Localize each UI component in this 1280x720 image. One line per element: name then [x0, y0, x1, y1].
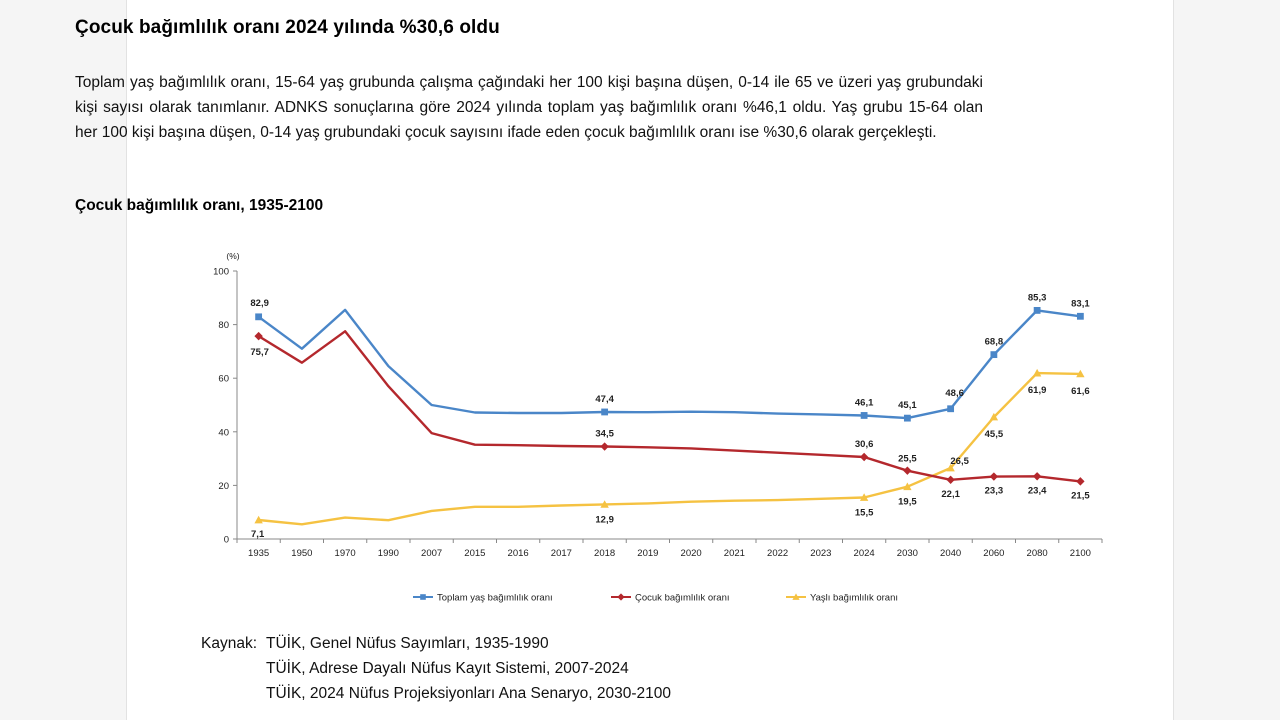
- y-axis-unit: (%): [226, 251, 239, 261]
- data-point: [947, 405, 955, 413]
- x-tick-label: 2017: [551, 548, 572, 559]
- x-tick-label: 2040: [940, 548, 961, 559]
- source-line-1: TÜİK, Genel Nüfus Sayımları, 1935-1990: [266, 635, 549, 652]
- data-point: [600, 442, 609, 451]
- x-tick-label: 1935: [248, 548, 269, 559]
- data-point: [903, 466, 912, 475]
- x-tick-label: 2020: [681, 548, 702, 559]
- data-point: [601, 408, 609, 416]
- data-label: 23,4: [1028, 485, 1047, 496]
- data-label: 61,9: [1028, 385, 1047, 396]
- data-point: [1076, 477, 1085, 486]
- data-label: 68,8: [985, 337, 1004, 348]
- data-label: 26,5: [950, 456, 969, 467]
- report-page: [126, 0, 1174, 720]
- data-point: [946, 463, 955, 472]
- chart-legend: Toplam yaş bağımlılık oranı Çocuk bağımlı…: [413, 593, 898, 604]
- chart-series: [254, 306, 1085, 526]
- data-point: [255, 313, 263, 321]
- data-label: 82,9: [250, 298, 269, 309]
- data-label: 83,1: [1071, 298, 1090, 309]
- data-point: [859, 452, 869, 462]
- data-point: [860, 412, 868, 419]
- series-line: [258, 371, 1081, 526]
- data-label: 48,6: [945, 388, 964, 399]
- x-tick-label: 1990: [378, 548, 399, 559]
- x-tick-label: 2022: [767, 548, 788, 559]
- x-tick-label: 2015: [464, 548, 485, 559]
- data-point: [859, 493, 869, 501]
- data-point: [1032, 368, 1042, 377]
- data-point: [989, 472, 999, 481]
- data-label: 75,7: [250, 347, 269, 358]
- data-point: [1076, 369, 1085, 378]
- chart-data-labels: 7,1 12,9 15,5 19,5 26,5 45,5 61,9 61,6 75,7 34,5 3…: [250, 292, 1090, 540]
- x-tick-label: 2023: [810, 548, 831, 559]
- data-point: [946, 475, 955, 484]
- data-label: 45,5: [985, 429, 1004, 440]
- data-label: 34,5: [595, 429, 614, 440]
- page-heading: Çocuk bağımlılık oranı 2024 yılında %30,…: [75, 17, 500, 38]
- y-tick-label: 100: [213, 267, 229, 278]
- data-point: [903, 414, 911, 422]
- data-label: 85,3: [1028, 292, 1047, 303]
- series-line: [257, 330, 1081, 483]
- x-tick-label: 2021: [724, 548, 745, 559]
- data-label: 22,1: [941, 489, 960, 500]
- x-tick-label: 2007: [421, 548, 442, 559]
- legend-label: Çocuk bağımlılık oranı: [635, 593, 730, 604]
- data-label: 7,1: [251, 529, 265, 540]
- x-tick-label: 1970: [335, 548, 356, 559]
- data-point: [1076, 312, 1084, 320]
- data-point: [1032, 472, 1042, 481]
- chart-title: Çocuk bağımlılık oranı, 1935-2100: [75, 197, 324, 214]
- source-line-2: TÜİK, Adrese Dayalı Nüfus Kayıt Sistemi,…: [266, 660, 629, 677]
- data-label: 19,5: [898, 497, 917, 508]
- data-point: [989, 412, 999, 421]
- y-tick-label: 60: [218, 374, 229, 385]
- data-label: 30,6: [855, 439, 874, 450]
- data-label: 21,5: [1071, 490, 1090, 501]
- data-point: [990, 351, 998, 359]
- source-prefix: Kaynak:: [201, 635, 258, 652]
- data-label: 23,3: [985, 486, 1004, 497]
- data-point: [903, 482, 912, 491]
- data-label: 45,1: [898, 400, 917, 411]
- x-tick-label: 2019: [637, 548, 658, 559]
- legend-label: Yaşlı bağımlılık oranı: [810, 593, 898, 604]
- legend-swatch-marker: [792, 593, 800, 600]
- data-label: 12,9: [595, 514, 614, 525]
- data-point: [254, 331, 263, 341]
- x-tick-label: 2100: [1070, 548, 1091, 559]
- x-tick-label: 2016: [508, 548, 529, 559]
- y-tick-label: 80: [218, 320, 229, 331]
- data-label: 25,5: [898, 454, 917, 465]
- data-label: 46,1: [855, 397, 874, 408]
- x-tick-label: 2060: [983, 548, 1004, 559]
- y-tick-label: 0: [224, 535, 229, 546]
- x-tick-label: 2030: [897, 548, 918, 559]
- intro-paragraph: Toplam yaş bağımlılık oranı, 15-64 yaş g…: [75, 74, 983, 141]
- legend-swatch-marker: [617, 593, 625, 601]
- data-point: [600, 500, 609, 508]
- data-label: 47,4: [595, 394, 614, 405]
- source-line-3: TÜİK, 2024 Nüfus Projeksiyonları Ana Sen…: [266, 685, 671, 702]
- data-label: 15,5: [855, 507, 874, 518]
- series-line: [257, 308, 1081, 420]
- data-point: [254, 515, 263, 524]
- y-tick-label: 40: [218, 427, 229, 438]
- x-tick-label: 2024: [854, 548, 875, 559]
- legend-label: Toplam yaş bağımlılık oranı: [437, 593, 553, 604]
- legend-swatch-marker: [420, 594, 426, 600]
- y-tick-label: 20: [218, 481, 229, 492]
- data-point: [1033, 306, 1041, 314]
- x-tick-label: 2080: [1027, 548, 1048, 559]
- x-tick-label: 1950: [291, 548, 312, 559]
- x-tick-label: 2018: [594, 548, 615, 559]
- data-label: 61,6: [1071, 386, 1090, 397]
